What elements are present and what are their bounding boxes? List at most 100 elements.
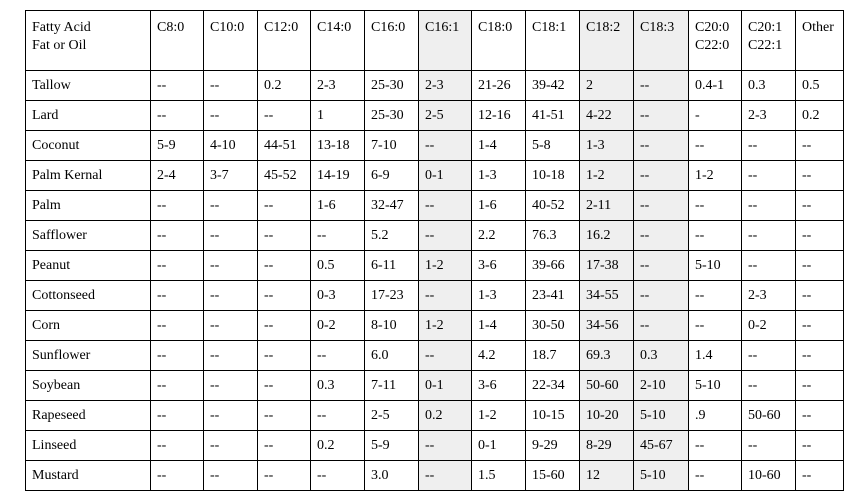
cell: --: [203, 460, 258, 491]
cell: --: [257, 250, 311, 281]
cell: 1-3: [579, 130, 634, 161]
cell: .9: [688, 400, 742, 431]
header-text: C22:0: [695, 38, 730, 53]
row-label: Rapeseed: [25, 400, 151, 431]
cell: 3.0: [364, 460, 419, 491]
cell: --: [633, 100, 689, 131]
cell: --: [203, 430, 258, 461]
cell: 32-47: [364, 190, 419, 221]
header-cell: C16:0: [364, 10, 419, 71]
cell: 0.3: [633, 340, 689, 371]
cell: 4-22: [579, 100, 634, 131]
cell: --: [741, 130, 796, 161]
header-cell: C18:2: [579, 10, 634, 71]
cell: 5-10: [633, 460, 689, 491]
cell: 3-7: [203, 160, 258, 191]
cell: --: [795, 400, 844, 431]
row-label: Coconut: [25, 130, 151, 161]
data-row: Coconut 5-9 4-10 44-51 13-18 7-10 -- 1-4 5-8 1-3-…: [25, 130, 844, 161]
row-label: Sunflower: [25, 340, 151, 371]
cell: 1-2: [688, 160, 742, 191]
row-label: Corn: [25, 310, 151, 341]
cell: 17-23: [364, 280, 419, 311]
cell: 40-52: [525, 190, 580, 221]
header-cell: C18:0: [471, 10, 526, 71]
cell: --: [203, 370, 258, 401]
row-label: Mustard: [25, 460, 151, 491]
header-cell: Fatty Acid Fat or Oil: [25, 10, 151, 71]
row-label: Safflower: [25, 220, 151, 251]
data-row: Tallow -- -- 0.2 2-3 25-30 2-3 21-26 39-42 2 -- 0.4…: [25, 70, 844, 101]
cell: --: [257, 400, 311, 431]
cell: 4.2: [471, 340, 526, 371]
cell: 5-10: [688, 370, 742, 401]
row-label: Tallow: [25, 70, 151, 101]
cell: --: [741, 340, 796, 371]
header-text: C18:0: [478, 20, 513, 35]
header-text: C18:1: [532, 20, 567, 35]
cell: --: [688, 430, 742, 461]
cell: --: [203, 400, 258, 431]
cell: --: [795, 160, 844, 191]
cell: --: [310, 220, 365, 251]
cell: --: [795, 190, 844, 221]
cell: 45-67: [633, 430, 689, 461]
cell: 2-5: [418, 100, 472, 131]
cell: 1-2: [471, 400, 526, 431]
data-row: Peanut -- -- -- 0.5 6-11 1-2 3-6 39-66 17-38 -- 5-1…: [25, 250, 844, 281]
cell: --: [688, 310, 742, 341]
header-row: Fatty Acid Fat or Oil C8:0 C10:0 C12:0 C14:0 C…: [25, 10, 844, 71]
cell: --: [150, 400, 204, 431]
cell: 1-6: [471, 190, 526, 221]
cell: 5-10: [633, 400, 689, 431]
cell: --: [150, 310, 204, 341]
cell: 44-51: [257, 130, 311, 161]
cell: 2-3: [741, 280, 796, 311]
cell: 34-55: [579, 280, 634, 311]
cell: 0-1: [471, 430, 526, 461]
cell: --: [418, 280, 472, 311]
cell: --: [150, 370, 204, 401]
header-cell: C20:0 C22:0: [688, 10, 742, 71]
cell: 4-10: [203, 130, 258, 161]
cell: 1-6: [310, 190, 365, 221]
cell: --: [688, 280, 742, 311]
cell: --: [203, 220, 258, 251]
cell: 5.2: [364, 220, 419, 251]
cell: 12-16: [471, 100, 526, 131]
header-text: C18:3: [640, 20, 675, 35]
cell: --: [150, 190, 204, 221]
header-text: Fatty Acid: [32, 20, 91, 35]
cell: --: [633, 280, 689, 311]
cell: --: [633, 190, 689, 221]
row-label: Soybean: [25, 370, 151, 401]
cell: --: [257, 430, 311, 461]
cell: --: [310, 400, 365, 431]
cell: 0-2: [310, 310, 365, 341]
header-cell: C14:0: [310, 10, 365, 71]
cell: --: [257, 460, 311, 491]
data-row: Mustard -- -- -- -- 3.0 -- 1.5 15-60 12 5-10 -- 10-6…: [25, 460, 844, 491]
cell: 3-6: [471, 370, 526, 401]
data-row: Palm Kernal 2-4 3-7 45-52 14-19 6-9 0-1 1-3 10-1…: [25, 160, 844, 191]
cell: 45-52: [257, 160, 311, 191]
cell: 41-51: [525, 100, 580, 131]
cell: --: [688, 220, 742, 251]
cell: 2.2: [471, 220, 526, 251]
cell: 1.4: [688, 340, 742, 371]
cell: --: [418, 460, 472, 491]
cell: --: [150, 340, 204, 371]
header-cell: C16:1: [418, 10, 472, 71]
row-label: Palm: [25, 190, 151, 221]
cell: 1-4: [471, 130, 526, 161]
cell: 0-3: [310, 280, 365, 311]
cell: --: [203, 190, 258, 221]
cell: 16.2: [579, 220, 634, 251]
cell: --: [203, 340, 258, 371]
cell: 2-3: [741, 100, 796, 131]
header-text: C16:1: [425, 20, 460, 35]
cell: 0-2: [741, 310, 796, 341]
cell: 9-29: [525, 430, 580, 461]
cell: 0.2: [795, 100, 844, 131]
cell: --: [633, 310, 689, 341]
